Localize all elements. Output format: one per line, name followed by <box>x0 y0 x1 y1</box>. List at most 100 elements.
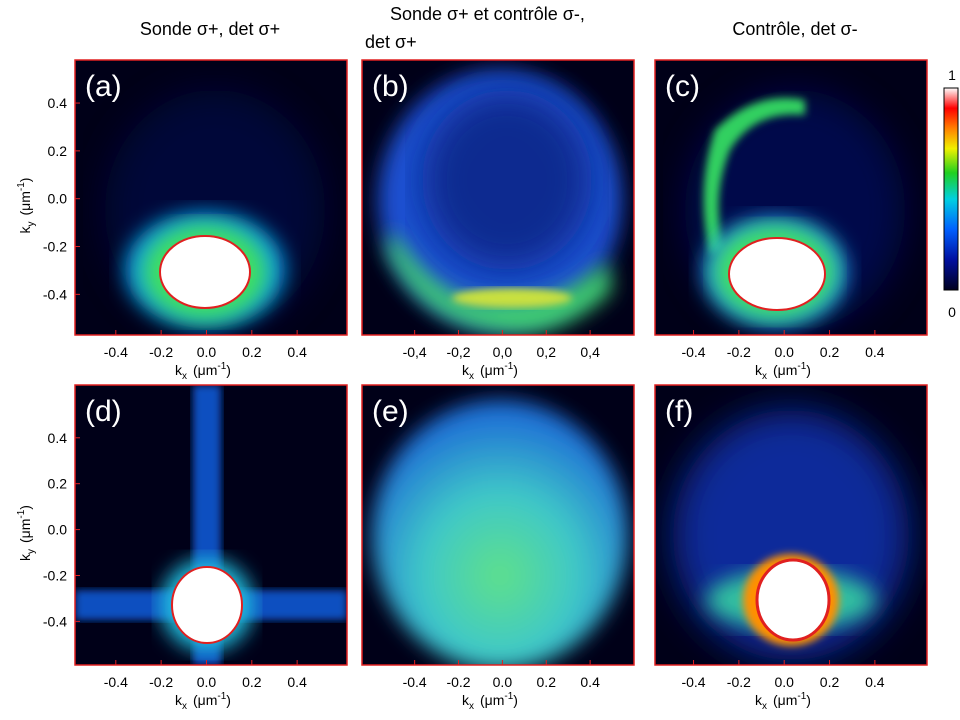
label-close: ) <box>226 692 231 708</box>
heatmap-image <box>75 385 347 665</box>
x-tick-label: 0.4 <box>865 674 885 690</box>
label-subscript: x <box>762 371 767 382</box>
x-tick-label: -0.2 <box>727 674 751 690</box>
label-subscript: x <box>469 371 474 382</box>
label-close: ) <box>17 178 33 183</box>
label-unit: (μm <box>193 362 217 378</box>
label-exponent: -1 <box>797 361 806 372</box>
label-symbol: k <box>175 692 183 708</box>
heatmap-image <box>362 385 634 665</box>
label-symbol: k <box>462 692 470 708</box>
label-unit: (μm <box>193 692 217 708</box>
label-subscript: x <box>469 701 474 712</box>
panel-label: (d) <box>85 395 122 428</box>
label-unit: (μm <box>480 362 504 378</box>
x-tick-label: 0,2 <box>537 344 557 360</box>
x-tick-label: 0.4 <box>287 674 307 690</box>
x-tick-label: 0.4 <box>580 674 600 690</box>
label-exponent: -1 <box>797 691 806 702</box>
panel-label: (f) <box>665 395 693 428</box>
x-tick-label: -0.2 <box>149 344 173 360</box>
x-tick-label: 0.4 <box>865 344 885 360</box>
panel-label: (b) <box>372 70 409 103</box>
label-exponent: -1 <box>217 361 226 372</box>
label-close: ) <box>226 362 231 378</box>
label-subscript: y <box>26 549 37 554</box>
x-tick-label: 0.2 <box>820 674 840 690</box>
label-exponent: -1 <box>217 691 226 702</box>
y-tick-label: -0.2 <box>43 567 67 583</box>
panel-title: Sonde σ+, det σ+ <box>140 19 280 39</box>
x-tick-label: -0.4 <box>681 674 705 690</box>
label-close: ) <box>17 505 33 510</box>
x-axis-label: kx (μm-1) <box>175 361 231 382</box>
label-exponent: -1 <box>504 691 513 702</box>
plot-frame <box>654 59 928 336</box>
plot-frame <box>74 384 348 666</box>
panel-label: (e) <box>372 395 409 428</box>
y-tick-label: 0.0 <box>48 191 68 207</box>
label-subscript: x <box>762 701 767 712</box>
heatmap-image <box>75 60 347 335</box>
y-tick-label: 0.2 <box>48 143 68 159</box>
y-tick-label: -0.4 <box>43 286 67 302</box>
colorbar-tick-label: 0 <box>948 304 956 320</box>
label-unit: (μm <box>480 692 504 708</box>
panel-title: Contrôle, det σ- <box>732 19 857 39</box>
x-tick-label: 0.0 <box>197 674 217 690</box>
y-tick-label: 0.2 <box>48 476 68 492</box>
x-tick-label: -0.2 <box>727 344 751 360</box>
x-tick-label: 0.2 <box>242 674 262 690</box>
plot-frame <box>361 384 635 666</box>
y-tick-label: -0.2 <box>43 239 67 255</box>
y-tick-label: 0.0 <box>48 522 68 538</box>
label-exponent: -1 <box>16 509 27 518</box>
colorbar <box>943 87 959 291</box>
x-axis-label: kx (μm-1) <box>755 691 811 712</box>
label-close: ) <box>513 692 518 708</box>
x-tick-label: -0.4 <box>403 674 427 690</box>
x-tick-label: 0.0 <box>774 344 794 360</box>
panel-label: (a) <box>85 70 122 103</box>
y-axis-label: ky (μm-1) <box>16 178 37 234</box>
colorbar-tick-label: 1 <box>948 67 956 83</box>
plot-frame <box>74 59 348 336</box>
label-exponent: -1 <box>16 182 27 191</box>
x-tick-label: -0.2 <box>149 674 173 690</box>
x-axis-label: kx (μm-1) <box>462 691 518 712</box>
x-tick-label: 0.2 <box>820 344 840 360</box>
label-symbol: k <box>17 553 33 561</box>
label-subscript: y <box>26 222 37 227</box>
x-tick-label: -0.4 <box>681 344 705 360</box>
y-tick-label: 0.4 <box>48 430 68 446</box>
label-symbol: k <box>175 362 183 378</box>
x-tick-label: 0.2 <box>537 674 557 690</box>
plot-frame <box>654 384 928 666</box>
panel-label: (c) <box>665 70 700 103</box>
label-subscript: x <box>182 371 187 382</box>
x-tick-label: 0.0 <box>197 344 217 360</box>
x-axis-label: kx (μm-1) <box>175 691 231 712</box>
x-tick-label: -0.4 <box>104 674 128 690</box>
heatmap-image <box>655 385 927 665</box>
x-tick-label: 0.2 <box>242 344 262 360</box>
label-unit: (μm <box>17 519 33 543</box>
x-axis-label: kx (μm-1) <box>462 361 518 382</box>
label-exponent: -1 <box>504 361 513 372</box>
y-tick-label: 0.4 <box>48 95 68 111</box>
label-unit: (μm <box>773 692 797 708</box>
x-tick-label: -0.4 <box>104 344 128 360</box>
y-tick-label: -0.4 <box>43 613 67 629</box>
label-close: ) <box>513 362 518 378</box>
panel-title: det σ+ <box>365 32 417 52</box>
x-tick-label: -0.2 <box>446 674 470 690</box>
plot-frame <box>361 59 635 336</box>
x-tick-label: -0,2 <box>446 344 470 360</box>
label-subscript: x <box>182 701 187 712</box>
label-unit: (μm <box>773 362 797 378</box>
x-axis-label: kx (μm-1) <box>755 361 811 382</box>
heatmap-image <box>655 60 927 335</box>
label-symbol: k <box>755 362 763 378</box>
label-symbol: k <box>462 362 470 378</box>
